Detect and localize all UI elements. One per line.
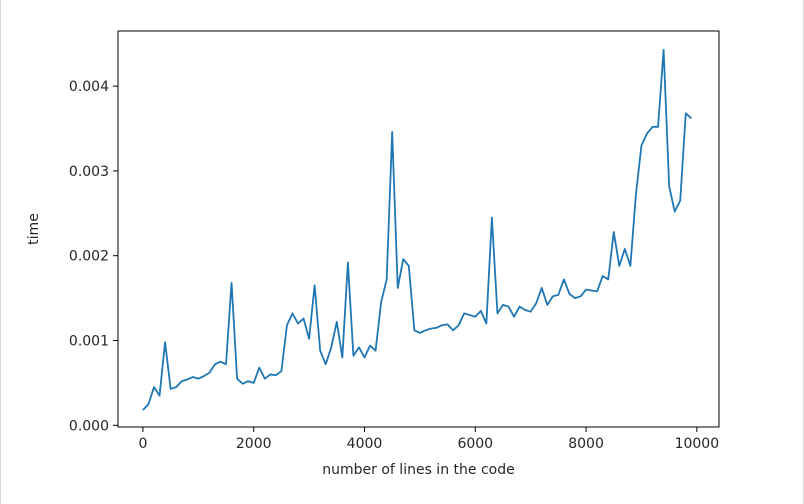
- x-tick-label: 6000: [457, 436, 493, 452]
- y-tick-label: 0.002: [69, 249, 109, 265]
- y-tick-label: 0.004: [69, 79, 109, 95]
- x-tick-label: 2000: [236, 436, 272, 452]
- x-tick-label: 4000: [347, 436, 383, 452]
- y-tick-label: 0.000: [69, 418, 109, 434]
- x-axis-label: number of lines in the code: [322, 462, 514, 478]
- plot-frame: [117, 30, 720, 428]
- axis-ticks: 0 2000 4000 6000 8000 10000 0.000 0.001 0.002 0.0…: [69, 79, 719, 452]
- y-axis-label: time: [26, 213, 42, 245]
- x-tick-label: 8000: [568, 436, 604, 452]
- x-tick-label: 0: [138, 436, 147, 452]
- y-tick-label: 0.001: [69, 334, 109, 350]
- plot-area: [117, 30, 720, 428]
- series-group: [142, 48, 692, 411]
- y-tick-label: 0.003: [69, 164, 109, 180]
- x-tick-label: 10000: [675, 436, 720, 452]
- series-line-time: [142, 48, 692, 411]
